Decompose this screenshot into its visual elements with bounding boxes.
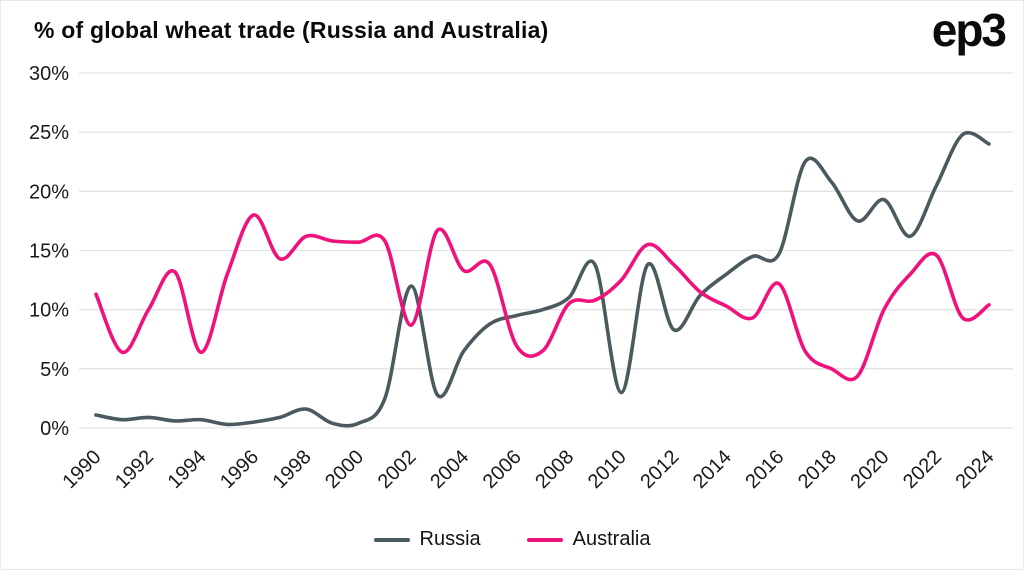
russia-line-swatch xyxy=(373,537,410,542)
x-axis-label: 2012 xyxy=(636,446,683,493)
y-axis-label: 0% xyxy=(40,418,69,440)
x-axis-label: 2006 xyxy=(479,446,526,493)
x-axis-label: 2008 xyxy=(531,446,578,493)
ep3-logo: ep3 xyxy=(931,4,1007,56)
australia-line xyxy=(94,213,991,382)
legend-item-australia: Australia xyxy=(526,528,651,551)
x-axis-label: 2022 xyxy=(899,446,946,493)
x-axis-label: 1990 xyxy=(59,446,106,493)
legend-label-australia: Australia xyxy=(572,528,651,550)
y-axis-label: 15% xyxy=(29,241,69,263)
x-axis-label: 2018 xyxy=(794,446,841,493)
legend-label-russia: Russia xyxy=(419,528,481,550)
y-axis-label: 25% xyxy=(29,122,69,144)
y-axis-label: 20% xyxy=(29,181,69,203)
y-axis-label: 30% xyxy=(29,63,69,85)
x-axis-label: 1996 xyxy=(216,446,263,493)
x-axis-label: 2020 xyxy=(846,446,893,493)
y-axis-labels: 0% 5% 10% 15% 20% 25% 30% xyxy=(29,63,69,440)
chart-title: % of global wheat trade (Russia and Aust… xyxy=(34,17,549,43)
x-axis-label: 2024 xyxy=(952,446,999,493)
x-axis-label: 1992 xyxy=(111,446,158,493)
x-axis-labels: 1990 1992 1994 1996 1998 2000 2002 2004 2006 2008… xyxy=(59,446,999,493)
x-axis-label: 1998 xyxy=(269,446,316,493)
x-axis-label: 2014 xyxy=(689,446,736,493)
y-axis-label: 10% xyxy=(29,300,69,322)
x-axis-label: 2000 xyxy=(321,446,368,493)
x-axis-label: 2004 xyxy=(426,446,473,493)
x-axis-label: 1994 xyxy=(164,446,211,493)
y-axis-label: 5% xyxy=(40,359,69,381)
legend-item-russia: Russia xyxy=(373,528,481,551)
x-axis-label: 2016 xyxy=(741,446,788,493)
gridlines xyxy=(79,72,1013,429)
x-axis-label: 2002 xyxy=(374,446,421,493)
russia-line xyxy=(94,131,991,428)
x-axis-label: 2010 xyxy=(584,446,631,493)
legend: Russia Australia xyxy=(1,528,1023,551)
australia-line-swatch xyxy=(526,537,563,542)
